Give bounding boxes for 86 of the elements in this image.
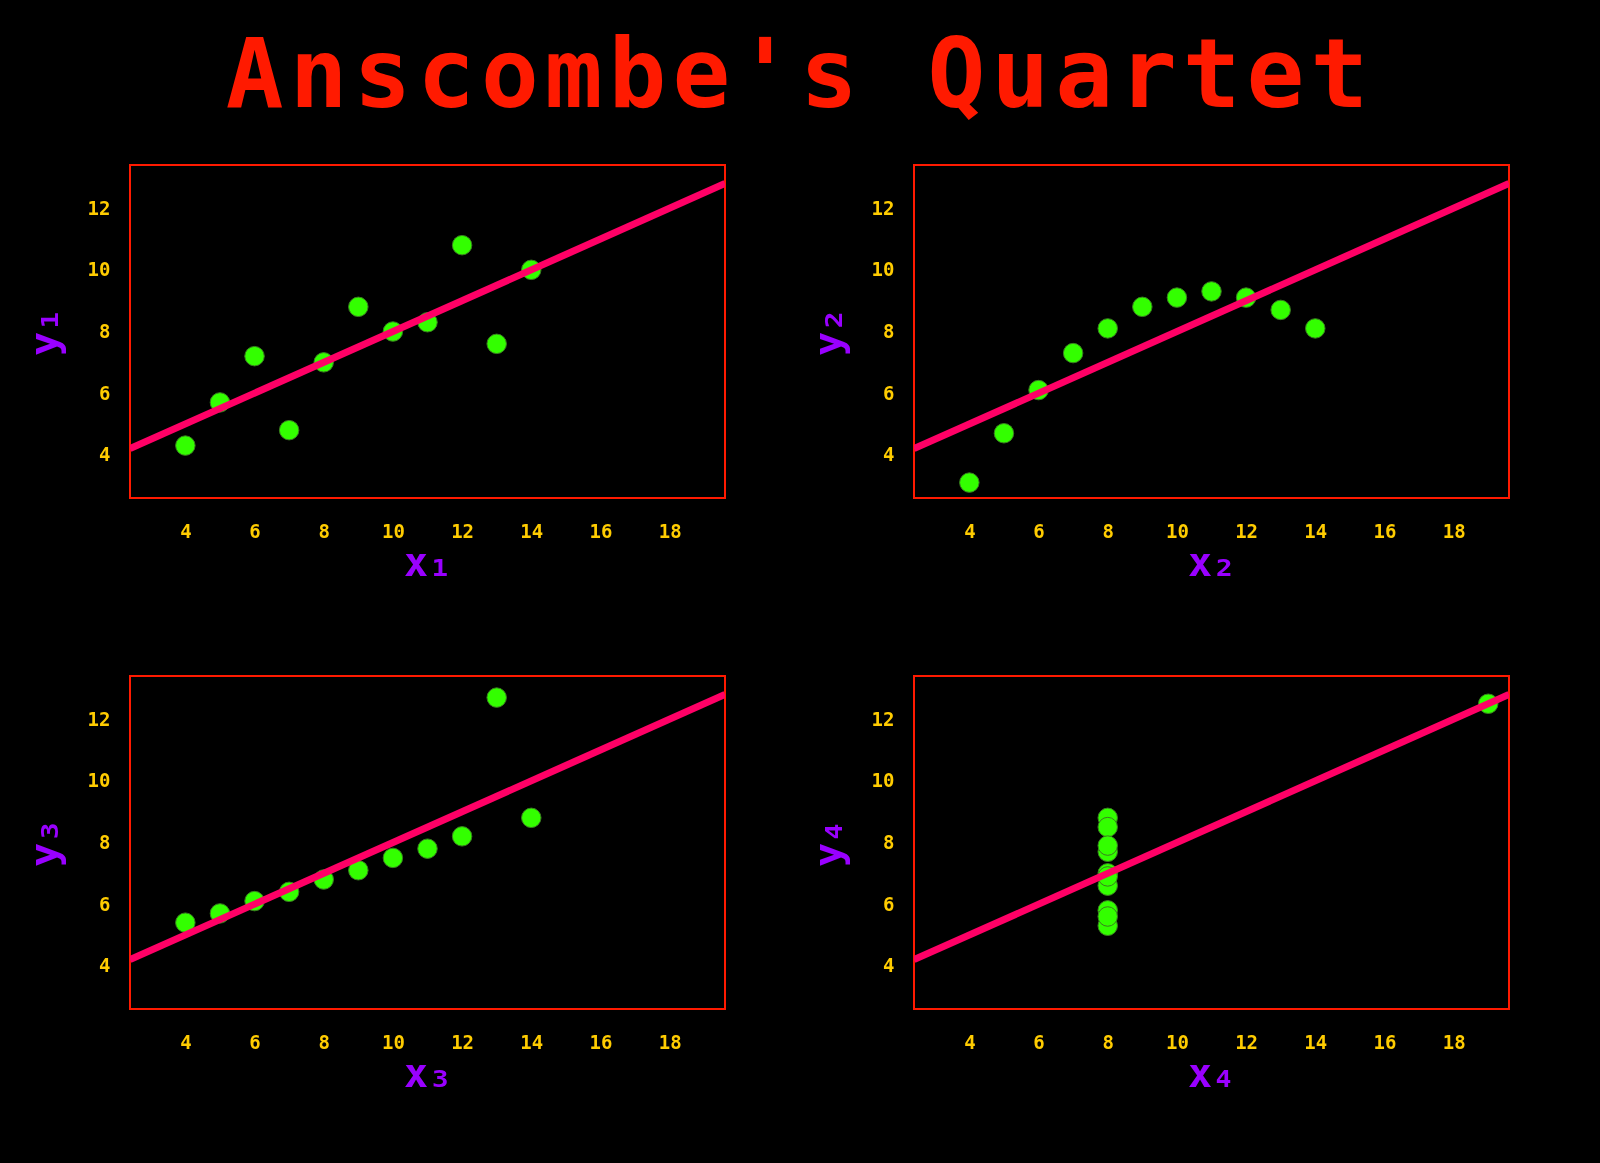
y-axis-title: y₄ <box>804 818 851 868</box>
x-axis-title: x₁ <box>403 538 453 585</box>
y-tick-label: 12 <box>87 196 111 219</box>
x-tick-label: 6 <box>249 519 261 542</box>
x-tick-label: 6 <box>1033 519 1045 542</box>
x-tick-label: 14 <box>1304 519 1328 542</box>
point <box>1062 342 1084 364</box>
y-axis-title: y₃ <box>20 818 67 868</box>
y-tick-label: 8 <box>883 831 895 853</box>
x-tick-label: 8 <box>318 519 330 542</box>
y-tick-label: 6 <box>99 892 111 915</box>
x-tick-label: 16 <box>589 519 613 542</box>
x-tick-label: 6 <box>249 1030 261 1053</box>
y-tick-label: 4 <box>883 443 895 466</box>
point <box>417 838 438 859</box>
y-axis-title: y₂ <box>804 307 851 357</box>
x-tick-label: 12 <box>451 1030 475 1053</box>
x-tick-label: 18 <box>658 519 682 542</box>
x-tick-label: 12 <box>451 519 475 542</box>
point <box>1305 318 1326 339</box>
x-tick-label: 8 <box>1102 1030 1114 1053</box>
point <box>1166 287 1188 308</box>
y-tick-label: 8 <box>99 831 111 853</box>
y-tick-label: 6 <box>883 381 895 404</box>
y-tick-label: 8 <box>883 320 895 342</box>
point <box>993 423 1015 444</box>
x-tick-label: 18 <box>1442 1030 1466 1053</box>
point <box>175 912 196 933</box>
x-tick-label: 14 <box>520 1030 544 1053</box>
y-tick-label: 4 <box>99 954 111 977</box>
y-tick-label: 12 <box>87 707 111 730</box>
point <box>521 807 542 829</box>
x-tick-label: 10 <box>1165 519 1189 542</box>
x-tick-label: 4 <box>964 519 976 542</box>
y-tick-label: 6 <box>99 381 111 404</box>
x-tick-label: 8 <box>318 1030 330 1053</box>
point <box>486 333 507 355</box>
y-tick-label: 10 <box>871 258 895 281</box>
x-tick-label: 14 <box>1304 1030 1328 1053</box>
y-tick-label: 12 <box>871 707 895 730</box>
point <box>1270 299 1291 321</box>
x-tick-label: 10 <box>381 519 405 542</box>
x-tick-label: 12 <box>1235 519 1259 542</box>
y-tick-label: 8 <box>99 320 111 342</box>
point <box>959 472 980 493</box>
y-tick-label: 10 <box>87 258 111 281</box>
x-tick-label: 16 <box>589 1030 613 1053</box>
x-tick-label: 16 <box>1373 1030 1397 1053</box>
point <box>451 826 473 847</box>
point <box>1097 906 1118 927</box>
x-tick-label: 10 <box>1165 1030 1189 1053</box>
point <box>278 419 300 441</box>
x-tick-label: 14 <box>520 519 544 542</box>
point <box>1097 318 1118 339</box>
x-axis-title: x₃ <box>403 1049 453 1096</box>
x-tick-label: 10 <box>381 1030 405 1053</box>
x-tick-label: 18 <box>658 1030 682 1053</box>
x-tick-label: 16 <box>1373 519 1397 542</box>
x-tick-label: 4 <box>964 1030 976 1053</box>
x-tick-label: 4 <box>180 1030 192 1053</box>
point <box>1132 296 1153 318</box>
point <box>1097 816 1118 838</box>
y-tick-label: 6 <box>883 892 895 915</box>
y-axis-title: y₁ <box>20 307 67 357</box>
x-tick-label: 8 <box>1102 519 1114 542</box>
point <box>348 296 369 318</box>
point <box>451 234 473 256</box>
x-tick-label: 4 <box>180 519 192 542</box>
x-tick-label: 18 <box>1442 519 1466 542</box>
point <box>1201 281 1222 302</box>
point <box>348 860 369 881</box>
x-axis-title: x₄ <box>1187 1049 1237 1096</box>
y-tick-label: 12 <box>871 196 895 219</box>
y-tick-label: 10 <box>871 769 895 792</box>
x-tick-label: 6 <box>1033 1030 1045 1053</box>
y-tick-label: 4 <box>99 443 111 466</box>
point <box>244 345 265 367</box>
point <box>382 847 404 869</box>
point <box>486 687 507 708</box>
x-tick-label: 12 <box>1235 1030 1259 1053</box>
x-axis-title: x₂ <box>1187 538 1237 585</box>
point <box>1097 835 1118 856</box>
y-tick-label: 10 <box>87 769 111 792</box>
point <box>175 435 196 456</box>
y-tick-label: 4 <box>883 954 895 977</box>
chart-title: Anscombe's Quartet <box>224 18 1376 130</box>
